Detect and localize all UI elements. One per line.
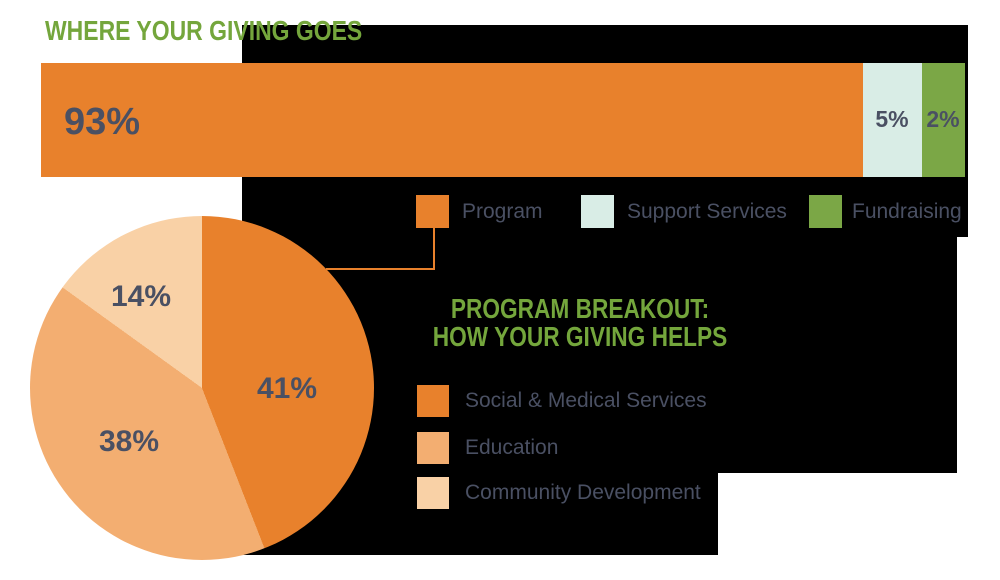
program-swatch-icon [416, 195, 449, 228]
legend-label-support-services: Support Services [627, 200, 787, 223]
bar-segment-fundraising [922, 63, 965, 177]
bar-value-support-services: 5% [875, 106, 909, 132]
social-medical-swatch-icon [417, 385, 449, 417]
program-to-pie-connector-horizontal [326, 268, 435, 270]
legend-label-fundraising: Fundraising [852, 200, 962, 223]
pie-value-social-medical: 41% [256, 372, 318, 405]
breakout-title-line1: PROGRAM BREAKOUT: [450, 293, 710, 324]
program-to-pie-connector-vertical [433, 228, 435, 270]
legend-label-education: Education [465, 436, 559, 459]
legend-label-community-development: Community Development [465, 481, 701, 504]
bar-value-program: 93% [64, 101, 141, 143]
legend-label-social-medical: Social & Medical Services [465, 389, 707, 412]
legend-label-program: Program [462, 200, 543, 223]
pie-value-education: 38% [98, 425, 160, 458]
bar-segment-support-services [863, 63, 922, 177]
pie-value-community-development: 14% [110, 280, 172, 313]
program-breakout-pie-chart [30, 216, 374, 560]
bar-value-fundraising: 2% [926, 106, 960, 132]
breakout-title-line2: HOW YOUR GIVING HELPS [432, 321, 728, 352]
stacked-bar-chart [41, 63, 965, 177]
fundraising-swatch-icon [809, 195, 842, 228]
giving-chart-title: WHERE YOUR GIVING GOES [45, 15, 363, 46]
bar-segment-program [41, 63, 863, 177]
support-services-swatch-icon [581, 195, 614, 228]
education-swatch-icon [417, 432, 449, 464]
community-development-swatch-icon [417, 477, 449, 509]
breakout-chart-title: PROGRAM BREAKOUT: HOW YOUR GIVING HELPS [418, 295, 742, 351]
